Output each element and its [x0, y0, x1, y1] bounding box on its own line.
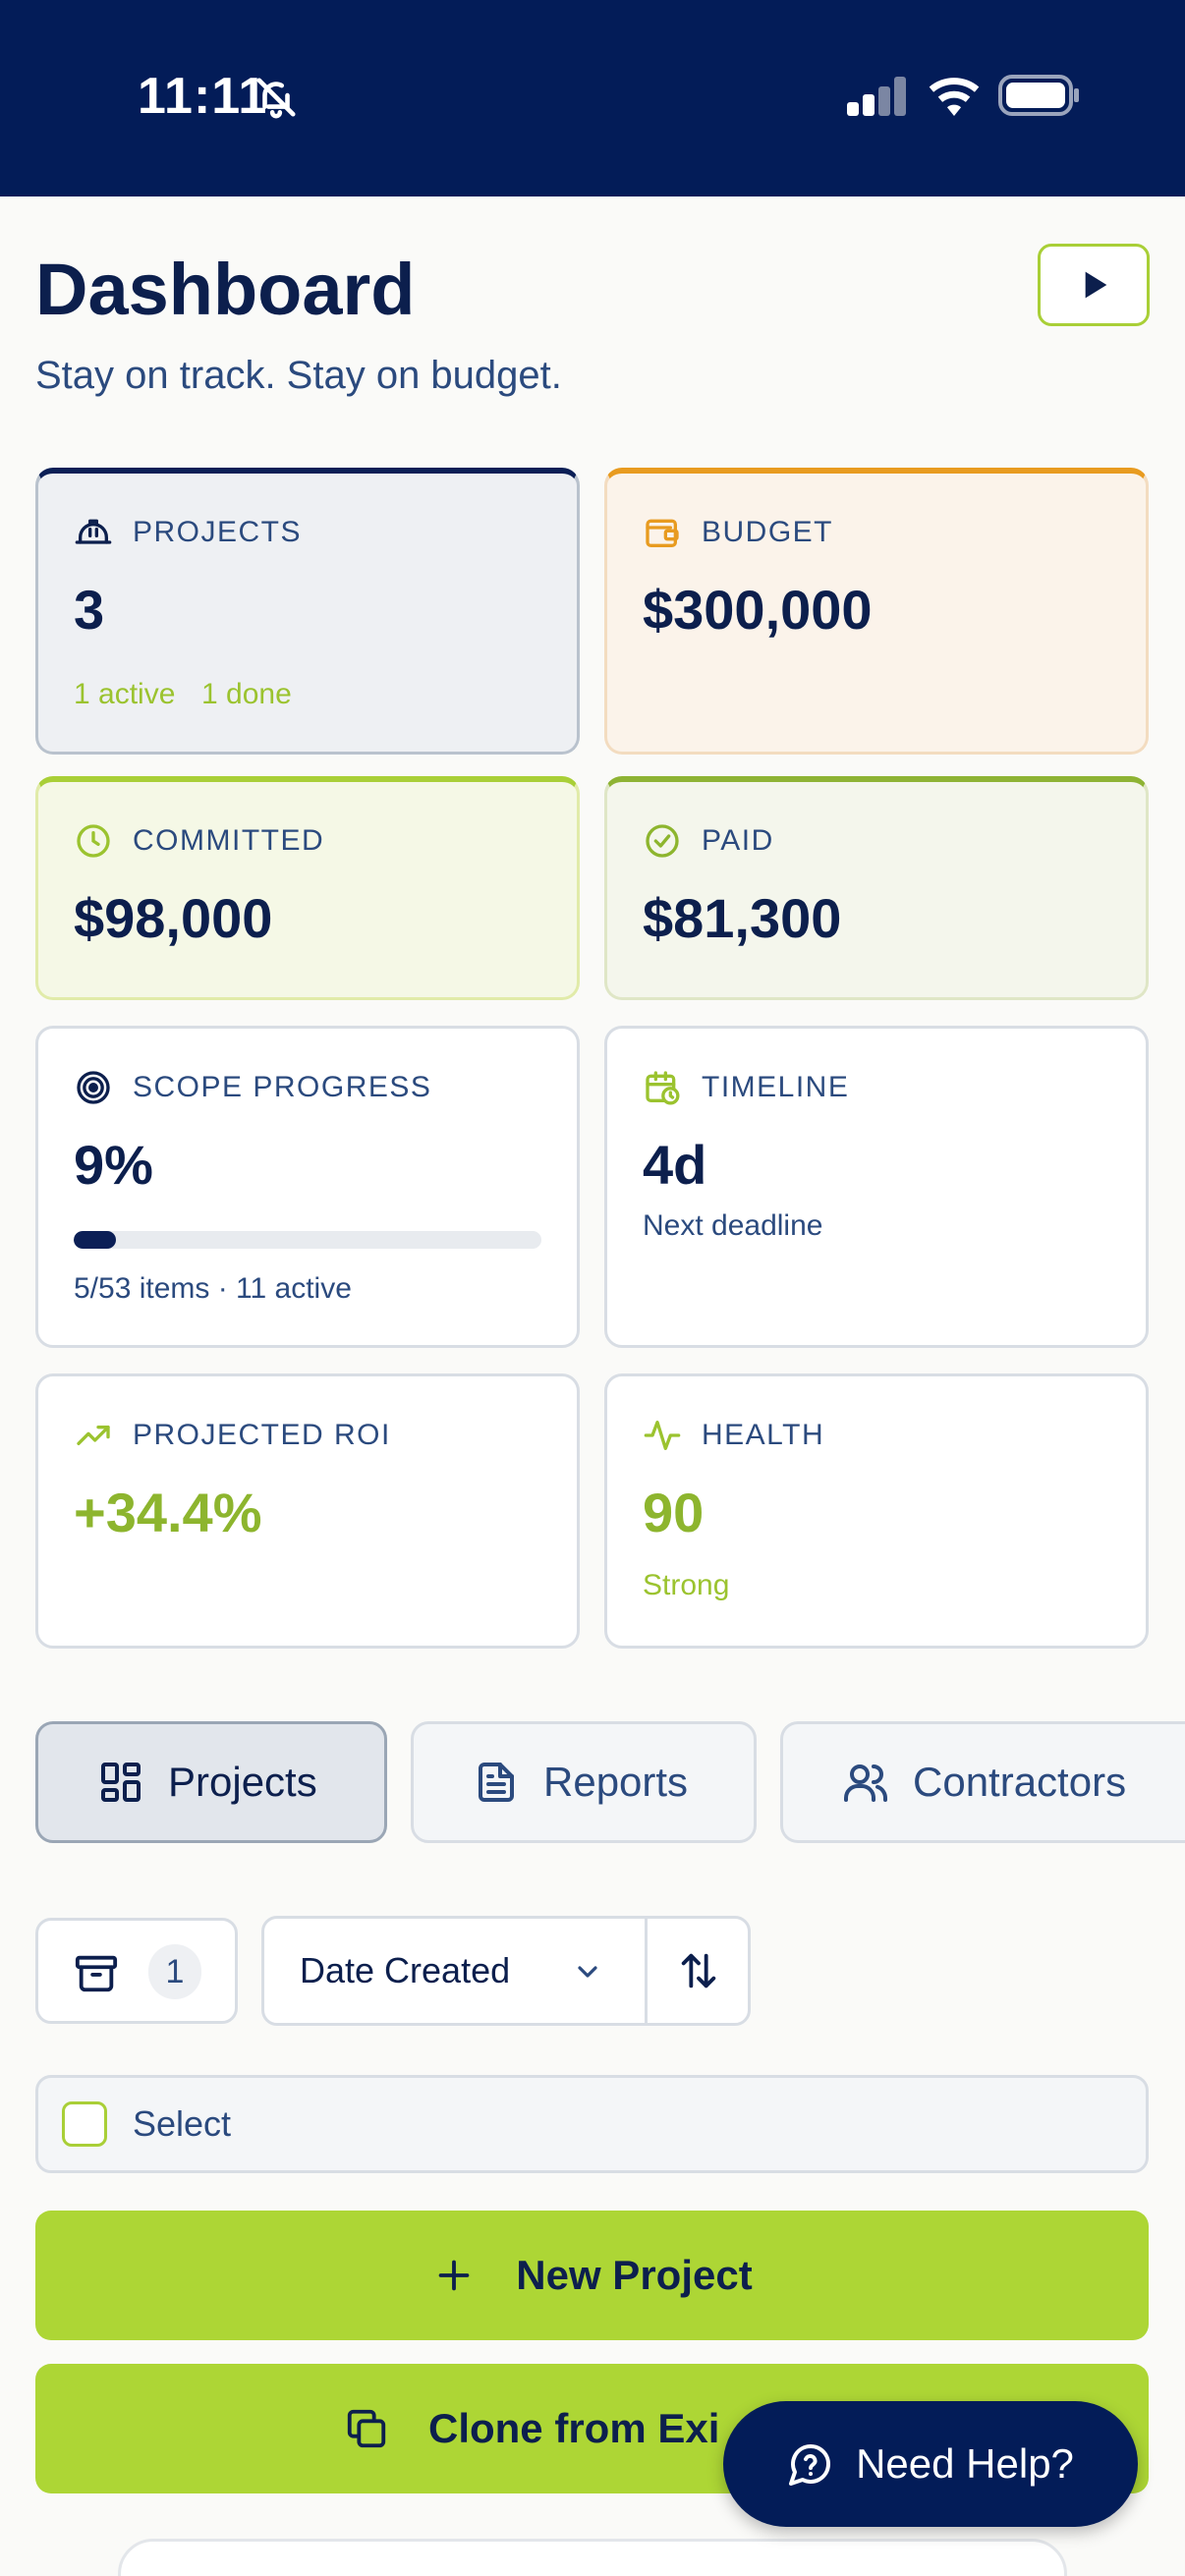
committed-value: $98,000 — [74, 887, 273, 949]
trending-up-icon — [77, 1426, 110, 1445]
projects-label: PROJECTS — [133, 516, 303, 548]
timeline-note: Next deadline — [643, 1209, 823, 1242]
health-card[interactable]: HEALTH 90 Strong — [604, 1373, 1149, 1649]
check-circle-icon — [646, 824, 679, 858]
calendar-clock-icon — [646, 1071, 680, 1105]
chevron-down-icon — [578, 1966, 597, 1978]
tab-projects[interactable]: Projects — [35, 1721, 387, 1843]
scope-value: 9% — [74, 1134, 153, 1196]
timeline-card[interactable]: TIMELINE 4d Next deadline — [604, 1026, 1149, 1348]
tab-contractors-label: Contractors — [913, 1759, 1127, 1805]
projects-value: 3 — [74, 579, 105, 641]
page-subtitle: Stay on track. Stay on budget. — [35, 354, 562, 397]
projects-card[interactable]: PROJECTS 3 1 active 1 done — [35, 468, 580, 755]
signal-icon — [847, 77, 906, 116]
paid-card[interactable]: PAID $81,300 — [604, 776, 1149, 1000]
plus-icon — [438, 2260, 470, 2291]
health-value: 90 — [643, 1482, 705, 1543]
play-icon — [1085, 271, 1107, 299]
projects-active: 1 active — [74, 678, 176, 710]
archive-button[interactable]: 1 — [35, 1918, 238, 2024]
sort-select[interactable]: Date Created — [264, 1919, 648, 2023]
tab-projects-label: Projects — [168, 1759, 317, 1805]
activity-icon — [644, 1421, 681, 1450]
status-bar: 11:11 — [0, 0, 1185, 196]
sort-group: Date Created — [261, 1916, 751, 2026]
roi-label: PROJECTED ROI — [133, 1419, 391, 1451]
hard-hat-icon — [75, 519, 112, 544]
paid-label: PAID — [702, 824, 774, 857]
bottom-sheet — [118, 2539, 1067, 2576]
status-time: 11:11 — [138, 68, 268, 125]
battery-icon — [998, 75, 1079, 116]
need-help-label: Need Help? — [856, 2440, 1074, 2487]
select-label: Select — [133, 2103, 232, 2144]
paid-value: $81,300 — [643, 887, 842, 949]
budget-value: $300,000 — [643, 579, 873, 641]
committed-label: COMMITTED — [133, 824, 325, 857]
page-title: Dashboard — [35, 249, 416, 330]
archive-icon — [75, 1955, 118, 1992]
clone-project-label: Clone from Exi — [428, 2405, 720, 2451]
projects-done: 1 done — [201, 678, 292, 710]
play-button[interactable] — [1038, 244, 1150, 326]
tab-contractors[interactable]: Contractors — [780, 1721, 1185, 1843]
tab-reports[interactable]: Reports — [411, 1721, 757, 1843]
archive-count-badge: 1 — [148, 1944, 201, 1999]
health-label: HEALTH — [702, 1419, 825, 1451]
new-project-label: New Project — [516, 2252, 753, 2298]
file-text-icon — [479, 1763, 514, 1802]
users-icon — [844, 1764, 887, 1802]
committed-card[interactable]: COMMITTED $98,000 — [35, 776, 580, 1000]
new-project-button[interactable]: New Project — [35, 2211, 1149, 2340]
health-note: Strong — [643, 1569, 730, 1601]
wifi-icon — [929, 78, 980, 116]
select-bar[interactable]: Select — [35, 2075, 1149, 2173]
scope-progress-card[interactable]: SCOPE PROGRESS 9% 5/53 items · 11 active — [35, 1026, 580, 1348]
scope-progress-fill — [74, 1231, 116, 1249]
projected-roi-card[interactable]: PROJECTED ROI +34.4% — [35, 1373, 580, 1649]
need-help-button[interactable]: Need Help? — [723, 2401, 1138, 2527]
timeline-value: 4d — [643, 1134, 707, 1196]
budget-label: BUDGET — [702, 516, 834, 548]
clock-icon — [77, 824, 110, 858]
message-question-icon — [789, 2444, 831, 2486]
target-icon — [77, 1071, 110, 1104]
bell-off-icon — [256, 78, 296, 119]
sort-arrows-icon — [681, 1953, 716, 1988]
sort-select-label: Date Created — [300, 1950, 511, 1990]
sort-direction-button[interactable] — [649, 1919, 748, 2023]
tab-reports-label: Reports — [543, 1759, 689, 1805]
scope-note: 5/53 items · 11 active — [74, 1272, 352, 1305]
grid-icon — [101, 1763, 141, 1802]
roi-value: +34.4% — [74, 1482, 262, 1543]
scope-label: SCOPE PROGRESS — [133, 1071, 432, 1103]
wallet-icon — [646, 519, 679, 547]
timeline-label: TIMELINE — [702, 1071, 850, 1103]
budget-card[interactable]: BUDGET $300,000 — [604, 468, 1149, 755]
copy-icon — [347, 2409, 386, 2448]
scope-progress-bar — [74, 1231, 541, 1249]
select-checkbox[interactable] — [62, 2101, 107, 2147]
